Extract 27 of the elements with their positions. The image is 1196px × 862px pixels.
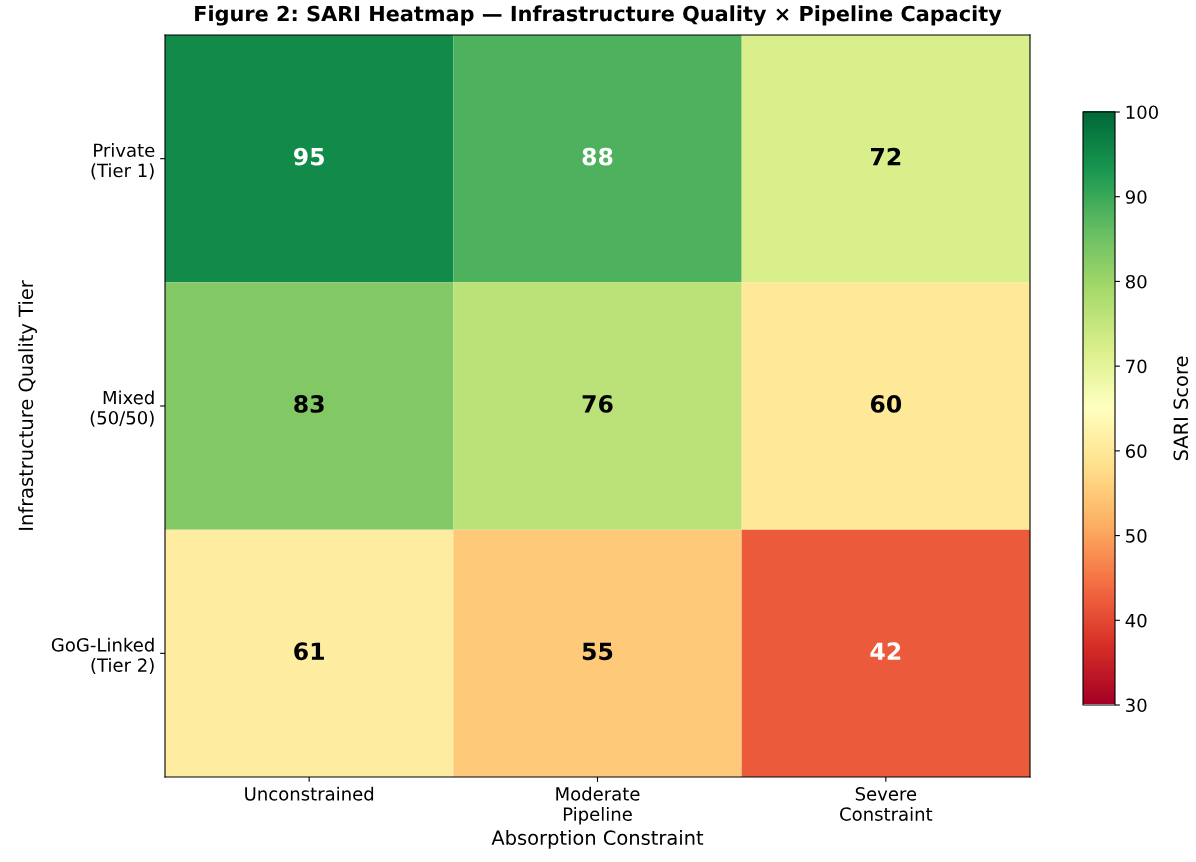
x-tick-label: Moderate Pipeline [556,786,640,825]
y-tick-label: Private (Tier 1) [91,143,155,180]
y-tick-label: Mixed (50/50) [90,390,154,427]
data-label: 76 [582,395,613,413]
color-bar-label: 40 [1125,613,1147,628]
color-bar-label: 50 [1126,529,1147,543]
color-bar-label: 30 [1126,698,1147,713]
data-label: 60 [870,394,902,413]
data-label: 88 [582,147,613,166]
color-bar-title: SARI Score [1173,356,1189,461]
data-label: 95 [293,147,324,166]
color-bar-label: 90 [1125,190,1147,204]
data-label: 55 [582,642,613,661]
data-label: 83 [294,394,324,413]
x-axis-title: Absorption Constraint [491,829,704,849]
color-bar-label: 80 [1125,274,1147,289]
color-bar-label: 60 [1125,444,1147,458]
data-label: 61 [294,642,324,661]
data-label: 42 [870,642,901,660]
x-tick-label: Severe Constraint [840,787,933,821]
data-label: 72 [870,147,901,166]
y-axis-title: Infrastructure Quality Tier [18,280,37,530]
color-bar-label: 100 [1126,105,1158,120]
x-tick-label: Unconstrained [245,786,374,801]
chart-title: Figure 2: SARI Heatmap — Infrastructure Quality × Pipeline Capacity [195,5,1002,26]
y-tick-label: GoG-Linked (Tier 2) [51,637,154,675]
color-bar-label: 70 [1126,359,1147,374]
